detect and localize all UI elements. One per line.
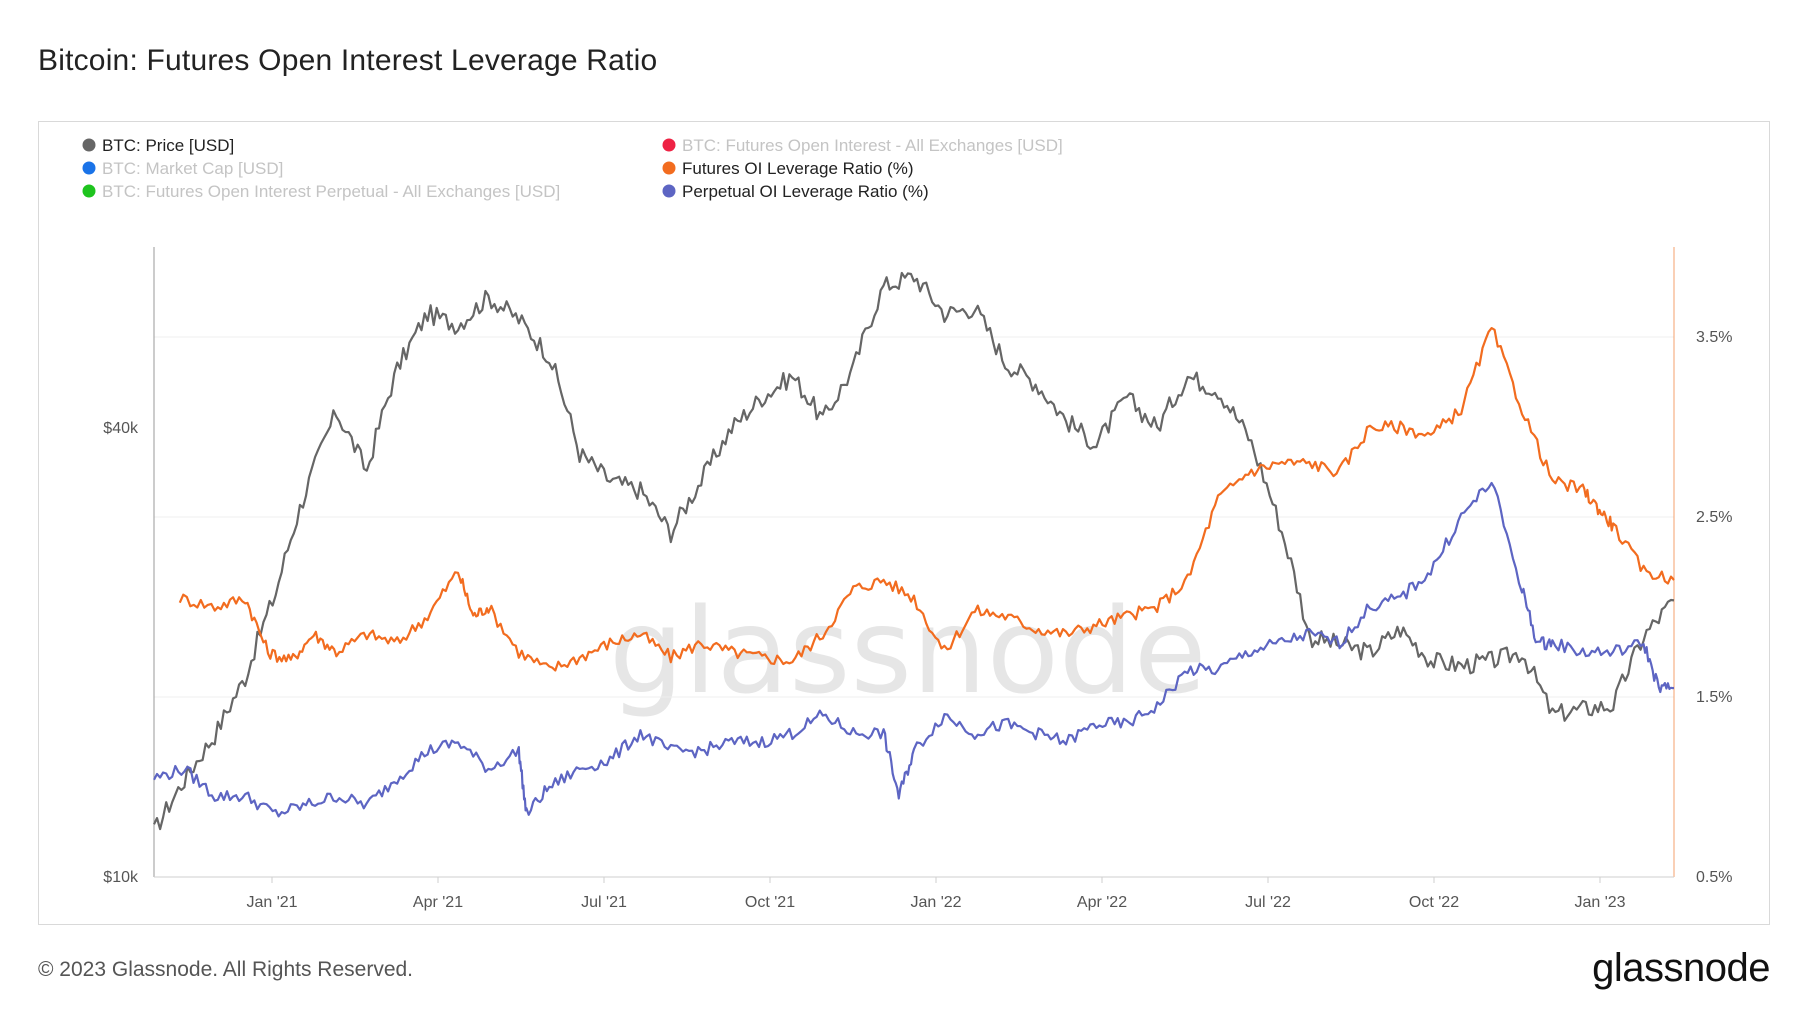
series-line-2[interactable] <box>153 481 1675 818</box>
x-tick-label: Jan '23 <box>1574 894 1625 911</box>
legend-label[interactable]: BTC: Market Cap [USD] <box>102 159 283 178</box>
x-tick-label: Oct '21 <box>745 894 795 911</box>
legend-label[interactable]: BTC: Futures Open Interest Perpetual - A… <box>102 182 560 201</box>
x-tick-label: Apr '22 <box>1077 894 1127 911</box>
y-left-tick-label: $10k <box>103 869 139 886</box>
copyright: © 2023 Glassnode. All Rights Reserved. <box>38 958 414 981</box>
legend-label[interactable]: BTC: Price [USD] <box>102 136 234 155</box>
legend-swatch[interactable] <box>82 184 96 198</box>
legend-swatch[interactable] <box>662 184 676 198</box>
watermark: glassnode <box>609 582 1206 720</box>
legend-label[interactable]: Perpetual OI Leverage Ratio (%) <box>682 182 929 201</box>
x-tick-label: Jul '22 <box>1245 894 1291 911</box>
y-right-tick-label: 2.5% <box>1696 509 1732 526</box>
y-right-tick-label: 1.5% <box>1696 689 1732 706</box>
x-tick-label: Jan '21 <box>246 894 297 911</box>
legend-swatch[interactable] <box>82 161 96 175</box>
chart-panel: glassnode $10k $40k 0.5% 1.5% 2.5% 3.5% Jan '2… <box>38 121 1770 925</box>
legend-swatch[interactable] <box>662 161 676 175</box>
legend: BTC: Price [USD] BTC: Futures Open Intere… <box>82 136 1063 201</box>
axes: $10k $40k 0.5% 1.5% 2.5% 3.5% Jan '21 Apr '21 Ju… <box>103 247 1732 911</box>
series-layer <box>153 271 1675 831</box>
x-tick-label: Jul '21 <box>581 894 627 911</box>
y-right-tick-label: 0.5% <box>1696 869 1732 886</box>
x-tick-label: Jan '22 <box>910 894 961 911</box>
y-right-tick-label: 3.5% <box>1696 329 1732 346</box>
legend-label[interactable]: BTC: Futures Open Interest - All Exchang… <box>682 136 1063 155</box>
y-left-tick-label: $40k <box>103 420 139 437</box>
glassnode-logo: glassnode <box>1592 946 1770 990</box>
x-tick-label: Apr '21 <box>413 894 463 911</box>
page-title: Bitcoin: Futures Open Interest Leverage … <box>38 44 658 77</box>
chart[interactable]: glassnode $10k $40k 0.5% 1.5% 2.5% 3.5% Jan '2… <box>39 122 1771 926</box>
legend-swatch[interactable] <box>82 138 96 152</box>
series-line-0[interactable] <box>153 271 1675 831</box>
series-line-1[interactable] <box>178 327 1675 672</box>
x-tick-label: Oct '22 <box>1409 894 1459 911</box>
legend-label[interactable]: Futures OI Leverage Ratio (%) <box>682 159 913 178</box>
legend-swatch[interactable] <box>662 138 676 152</box>
